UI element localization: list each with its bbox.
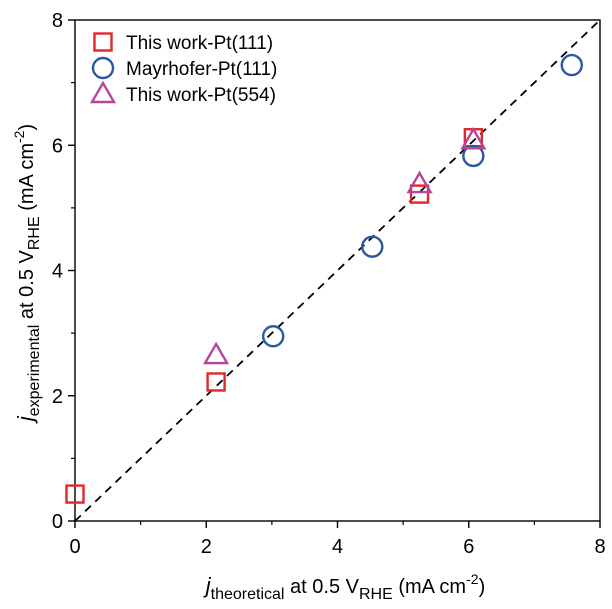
y-tick-label: 8 <box>52 10 63 32</box>
data-point-circle <box>361 235 384 258</box>
data-points <box>65 53 583 504</box>
reference-line <box>74 19 601 522</box>
x-tick-label: 2 <box>201 536 212 558</box>
data-point-circle <box>261 325 285 348</box>
data-point-triangle <box>460 126 487 150</box>
x-axis-label: jtheoretical at 0.5 VRHE (mA cm-2) <box>203 571 485 603</box>
axis-label-superscript: -2 <box>466 571 479 587</box>
x-tick-label: 0 <box>69 536 80 558</box>
y-tick-label: 0 <box>52 511 63 533</box>
axes: 0 2 4 6 8 0 2 4 6 8 <box>52 10 606 558</box>
axis-label-symbol: j <box>13 415 38 424</box>
y-tick-label: 6 <box>52 135 63 157</box>
series-square <box>65 128 484 504</box>
y-tick-label: 4 <box>52 261 63 283</box>
legend-marker-triangle <box>89 80 117 104</box>
y-axis-label: jexperimental at 0.5 VRHE (mA cm-2) <box>11 124 43 424</box>
series-triangle <box>203 126 487 365</box>
axis-label-text: at 0.5 V <box>284 576 359 598</box>
axis-label-text: ) <box>479 576 486 598</box>
axis-label-text: ) <box>16 124 38 131</box>
legend-label: Mayrhofer-Pt(111) <box>126 59 277 80</box>
legend-label: This work-Pt(111) <box>126 33 273 54</box>
axis-label-subscript: RHE <box>359 586 393 603</box>
legend-marker-square <box>93 32 113 52</box>
data-point-square <box>206 372 226 392</box>
legend-marker-circle <box>91 56 115 80</box>
series-circle <box>261 53 583 348</box>
legend: This work-Pt(111) Mayrhofer-Pt(111) This w… <box>89 32 277 106</box>
axis-label-subscript: theoretical <box>211 586 285 603</box>
data-point-circle <box>560 53 583 77</box>
axis-label-superscript: -2 <box>11 130 27 143</box>
x-tick-label: 8 <box>594 536 605 558</box>
axis-label-unit: (mA cm <box>393 576 466 598</box>
data-point-triangle <box>406 170 433 194</box>
reference-line-group <box>74 19 601 522</box>
x-tick-label: 6 <box>463 536 474 558</box>
data-point-circle <box>462 144 485 168</box>
data-point-square <box>409 184 430 204</box>
axis-label-text: at 0.5 V <box>16 249 38 324</box>
axis-label-subscript: experimental <box>26 325 43 417</box>
axis-labels: jtheoretical at 0.5 VRHE (mA cm-2)jexper… <box>11 124 485 603</box>
axis-label-subscript: RHE <box>26 216 43 250</box>
data-point-square <box>65 484 85 504</box>
x-tick-label: 4 <box>332 536 343 558</box>
axis-label-unit: (mA cm <box>16 143 38 216</box>
y-tick-label: 2 <box>52 386 63 408</box>
data-point-triangle <box>203 341 230 365</box>
legend-label: This work-Pt(554) <box>126 85 276 106</box>
axis-label-symbol: j <box>203 573 212 598</box>
